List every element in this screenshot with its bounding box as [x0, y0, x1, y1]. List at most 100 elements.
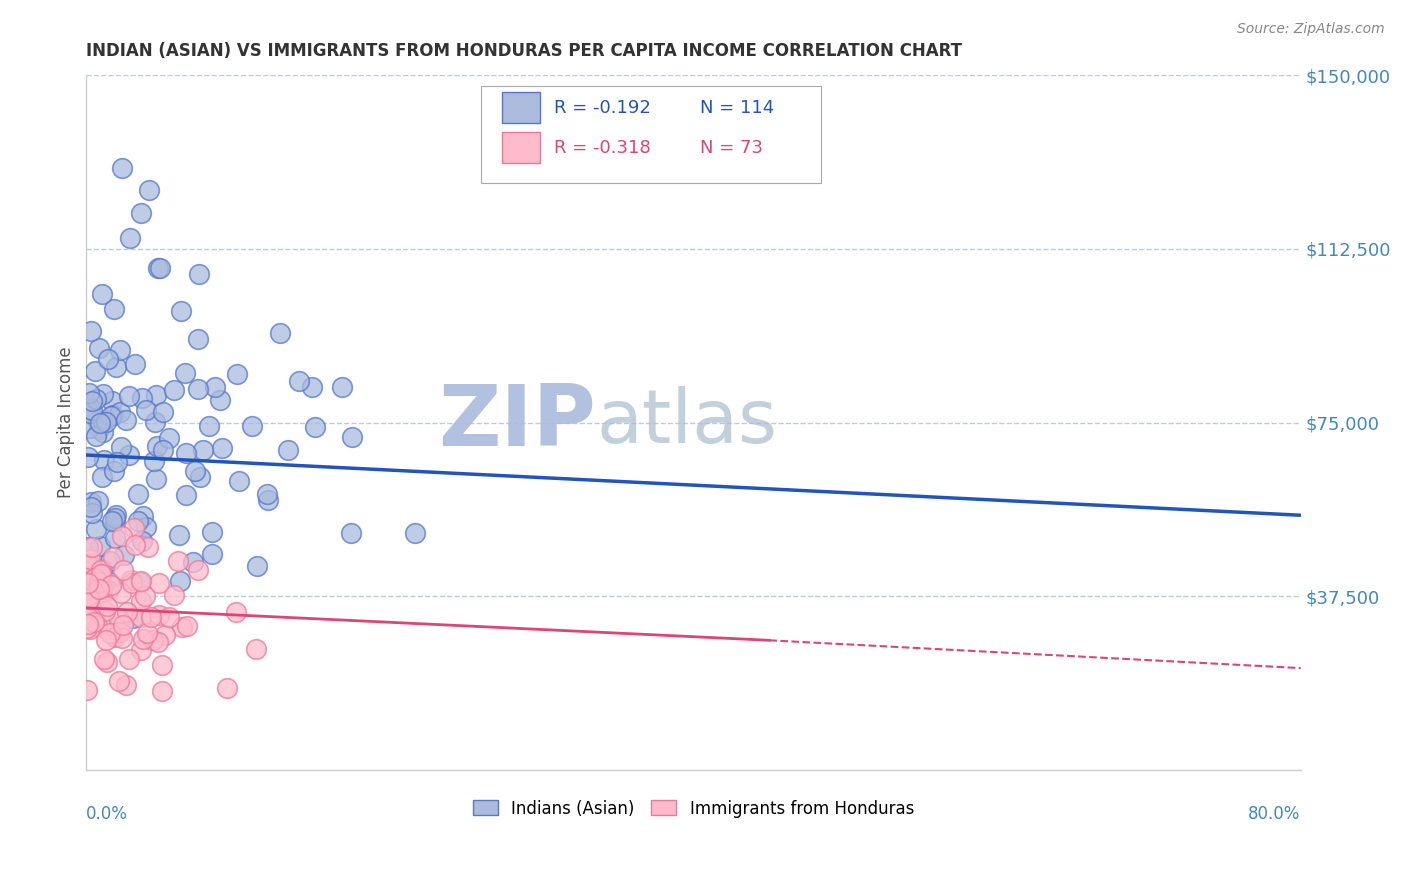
Point — [82, 573, 104, 587]
Point — [96, 655, 118, 669]
Point — [201, 525, 224, 540]
Point — [90, 470, 112, 484]
Point — [228, 474, 250, 488]
Point — [79, 401, 101, 416]
Point — [146, 261, 169, 276]
Point — [93, 652, 115, 666]
Point — [96, 632, 118, 647]
Point — [108, 405, 131, 419]
Point — [115, 606, 138, 620]
Point — [187, 563, 209, 577]
Point — [91, 425, 114, 440]
Point — [340, 430, 363, 444]
Point — [80, 324, 103, 338]
FancyBboxPatch shape — [502, 132, 540, 163]
Point — [84, 392, 107, 406]
Point — [148, 607, 170, 622]
Point — [184, 464, 207, 478]
Point — [121, 611, 143, 625]
Point — [91, 387, 114, 401]
Point — [187, 267, 209, 281]
Point — [131, 594, 153, 608]
Point — [77, 617, 100, 632]
Point — [150, 684, 173, 698]
Point — [148, 576, 170, 591]
Point — [138, 183, 160, 197]
Point — [110, 440, 132, 454]
Point — [200, 547, 222, 561]
Point — [301, 380, 323, 394]
Point — [108, 673, 131, 688]
Point — [83, 615, 105, 629]
Point — [118, 652, 141, 666]
Point — [108, 624, 131, 639]
Point — [76, 683, 98, 698]
Point — [80, 601, 103, 615]
Point — [127, 486, 149, 500]
Point — [89, 574, 111, 589]
Point — [404, 525, 426, 540]
Text: 80.0%: 80.0% — [1249, 805, 1301, 822]
Point — [96, 599, 118, 613]
Point — [111, 631, 134, 645]
Point — [129, 574, 152, 589]
Point — [105, 455, 128, 469]
Point — [120, 573, 142, 587]
Point — [211, 442, 233, 456]
Point — [97, 582, 120, 597]
Point — [256, 487, 278, 501]
Point — [157, 610, 180, 624]
Point — [134, 589, 156, 603]
Point — [108, 612, 131, 626]
Point — [131, 533, 153, 548]
Point — [77, 558, 100, 573]
Point — [90, 581, 112, 595]
Point — [84, 571, 107, 585]
Point — [89, 417, 111, 431]
Point — [112, 563, 135, 577]
Point — [170, 303, 193, 318]
Point — [304, 420, 326, 434]
Point — [80, 541, 103, 555]
Point — [148, 634, 170, 648]
Point — [188, 469, 211, 483]
Point — [181, 555, 204, 569]
Point — [77, 575, 100, 590]
Point — [129, 574, 152, 589]
Text: N = 114: N = 114 — [700, 99, 773, 117]
Point — [76, 540, 98, 554]
Point — [187, 382, 209, 396]
Point — [90, 287, 112, 301]
Point — [149, 260, 172, 275]
Point — [129, 206, 152, 220]
Point — [82, 579, 104, 593]
Point — [163, 588, 186, 602]
Point — [257, 492, 280, 507]
Point — [240, 419, 263, 434]
Point — [101, 514, 124, 528]
Point — [101, 408, 124, 422]
Text: Source: ZipAtlas.com: Source: ZipAtlas.com — [1237, 22, 1385, 37]
Point — [108, 343, 131, 358]
Point — [89, 341, 111, 355]
Point — [89, 422, 111, 436]
Point — [98, 575, 121, 590]
Point — [107, 624, 129, 639]
Point — [82, 403, 104, 417]
Point — [131, 643, 153, 657]
Y-axis label: Per Capita Income: Per Capita Income — [58, 347, 75, 499]
Point — [246, 559, 269, 574]
Point — [97, 352, 120, 367]
Point — [91, 610, 114, 624]
Legend: Indians (Asian), Immigrants from Honduras: Indians (Asian), Immigrants from Hondura… — [467, 793, 921, 824]
Point — [217, 681, 239, 695]
Point — [101, 394, 124, 409]
Point — [89, 539, 111, 553]
Point — [288, 374, 311, 388]
Point — [111, 161, 134, 175]
Point — [117, 389, 139, 403]
Point — [209, 393, 232, 408]
Point — [118, 449, 141, 463]
Point — [90, 566, 112, 581]
Point — [76, 621, 98, 635]
